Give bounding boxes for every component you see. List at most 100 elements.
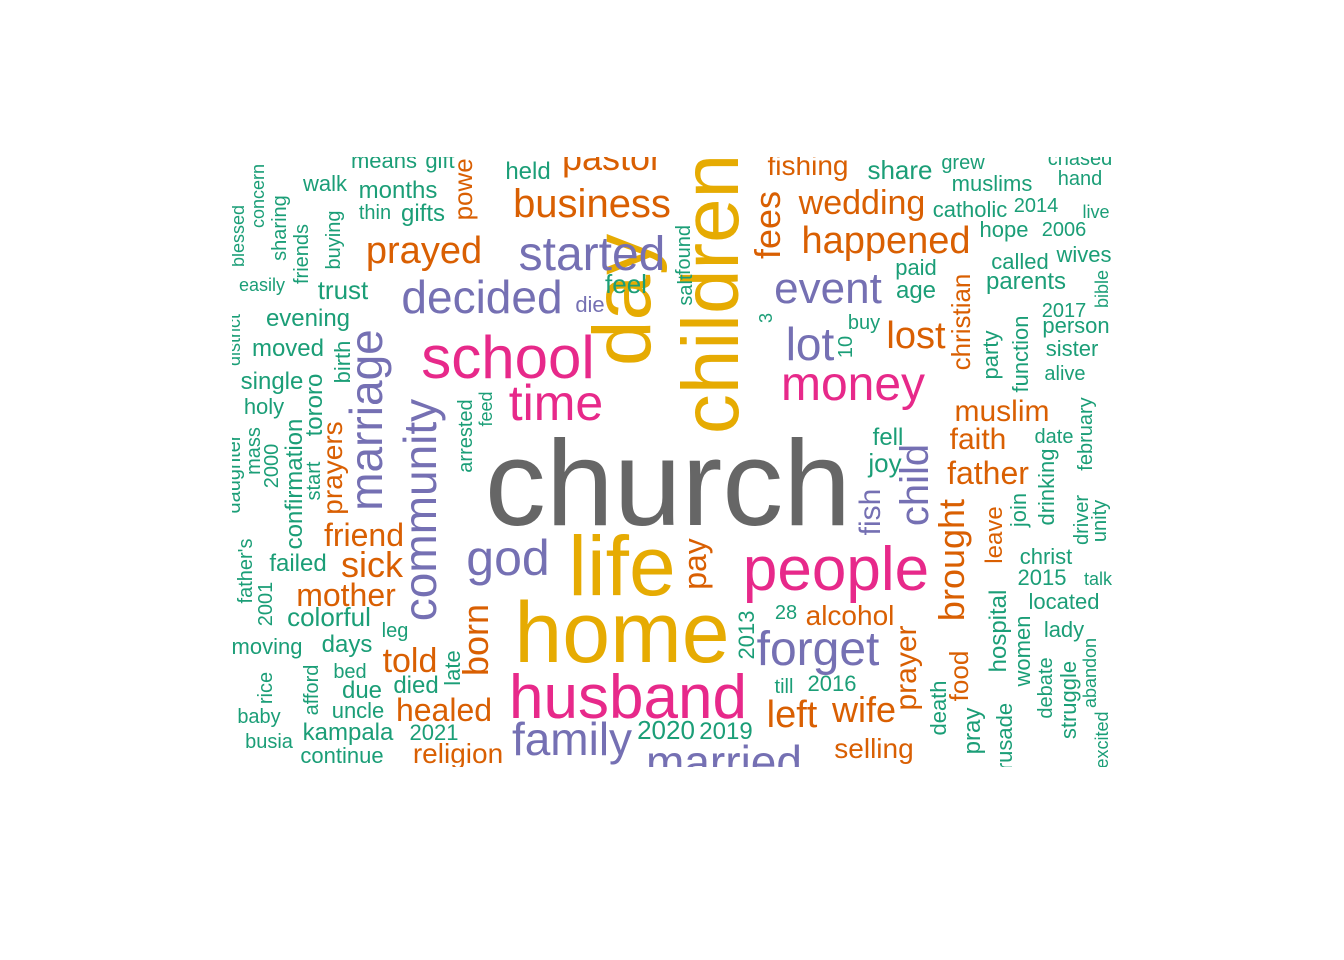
- word-blessed: blessed: [228, 205, 248, 267]
- word-women: women: [1010, 616, 1035, 688]
- word-unity: unity: [1089, 500, 1111, 542]
- word-continue: continue: [300, 743, 383, 768]
- word-fishing: fishing: [768, 150, 849, 181]
- word-colorful: colorful: [287, 602, 371, 632]
- word-father: father: [947, 455, 1029, 491]
- word-till: till: [775, 676, 794, 698]
- word-parents: parents: [986, 268, 1066, 295]
- word-bible: bible: [1092, 270, 1112, 308]
- word-3: 3: [756, 313, 776, 323]
- word-home: home: [514, 585, 729, 681]
- word-lot: lot: [786, 318, 835, 370]
- word-day: day: [577, 234, 668, 366]
- word-fish: fish: [854, 489, 887, 536]
- word-alcohol: alcohol: [806, 600, 895, 631]
- word-left: left: [767, 694, 818, 736]
- word-god: god: [466, 530, 549, 586]
- word-due: due: [342, 677, 382, 704]
- word-faith: faith: [950, 423, 1007, 456]
- word-grew: grew: [941, 152, 985, 174]
- word-held: held: [505, 158, 550, 185]
- word-christian: christian: [946, 274, 976, 371]
- word-people: people: [743, 535, 929, 604]
- word-married: married: [646, 736, 802, 788]
- word-leave: leave: [981, 506, 1008, 563]
- word-located: located: [1029, 589, 1100, 614]
- word-family: family: [512, 713, 632, 765]
- word-death: death: [926, 680, 951, 735]
- word-late: late: [440, 650, 465, 685]
- word-means: means: [351, 148, 417, 173]
- word-wedding: wedding: [798, 184, 926, 222]
- word-thin: thin: [359, 202, 391, 224]
- word-excited: excited: [1092, 711, 1112, 768]
- word-party: party: [978, 331, 1003, 380]
- word-hand: hand: [1058, 168, 1103, 190]
- word-confirmation: confirmation: [281, 419, 308, 550]
- word-debate: debate: [1035, 657, 1057, 718]
- word-trust: trust: [318, 275, 369, 305]
- word-age: age: [896, 277, 936, 304]
- word-crusade: crusade: [992, 703, 1017, 781]
- word-chased: chased: [1048, 148, 1113, 170]
- word-die: die: [575, 292, 604, 317]
- word-muslim: muslim: [955, 395, 1050, 428]
- word-husband: husband: [509, 663, 747, 732]
- word-start: start: [303, 461, 325, 500]
- word-daughter: daughter: [223, 434, 245, 513]
- word-2015: 2015: [1018, 565, 1067, 590]
- word-moving: moving: [232, 634, 303, 659]
- word-talk: talk: [1084, 569, 1113, 589]
- word-pray: pray: [959, 708, 986, 755]
- word-moved: moved: [252, 335, 324, 362]
- word-afford: afford: [301, 665, 323, 716]
- word-arrested: arrested: [455, 399, 477, 472]
- word-join: join: [1006, 493, 1031, 528]
- word-2017: 2017: [1042, 300, 1087, 322]
- word-fees: fees: [747, 191, 788, 259]
- word-happened: happened: [801, 220, 970, 262]
- word-concern: concern: [248, 164, 268, 228]
- word-sharing: sharing: [269, 195, 291, 261]
- word-2006: 2006: [1042, 219, 1087, 241]
- word-abandon: abandon: [1080, 638, 1100, 708]
- word-sister: sister: [1046, 336, 1099, 361]
- word-holy: holy: [244, 394, 284, 419]
- word-days: days: [322, 631, 373, 658]
- word-mother: mother: [296, 577, 396, 613]
- word-alive: alive: [1044, 363, 1085, 385]
- word-called: called: [991, 249, 1048, 274]
- word-paid: paid: [895, 255, 937, 280]
- word-money: money: [781, 358, 925, 411]
- word-school: school: [421, 324, 594, 391]
- word-hope: hope: [980, 217, 1029, 242]
- word-told: told: [383, 642, 438, 680]
- word-sick: sick: [341, 544, 404, 585]
- word-pastor: pastor: [562, 137, 662, 178]
- word-muslims: muslims: [952, 171, 1033, 196]
- word-gift: gift: [425, 148, 454, 173]
- word-person: person: [1042, 313, 1109, 338]
- word-2013: 2013: [734, 611, 759, 660]
- word-walk: walk: [302, 171, 348, 196]
- word-life: life: [568, 519, 675, 613]
- word-prayer: prayer: [890, 625, 923, 710]
- word-christ: christ: [1020, 544, 1073, 569]
- word-born: born: [455, 604, 496, 676]
- word-lost: lost: [886, 315, 946, 357]
- word-catholic: catholic: [933, 197, 1008, 222]
- word-started: started: [519, 228, 666, 281]
- word-gifts: gifts: [401, 200, 445, 227]
- word-2001: 2001: [255, 582, 277, 627]
- word-months: months: [359, 177, 438, 204]
- word-birth: birth: [330, 341, 355, 384]
- word-2016: 2016: [808, 671, 857, 696]
- word-failed: failed: [269, 550, 326, 577]
- word-bed: bed: [333, 661, 366, 683]
- word-leg: leg: [382, 620, 409, 642]
- word-time: time: [509, 375, 603, 431]
- word-feel: feel: [605, 269, 647, 299]
- word-share: share: [867, 155, 932, 185]
